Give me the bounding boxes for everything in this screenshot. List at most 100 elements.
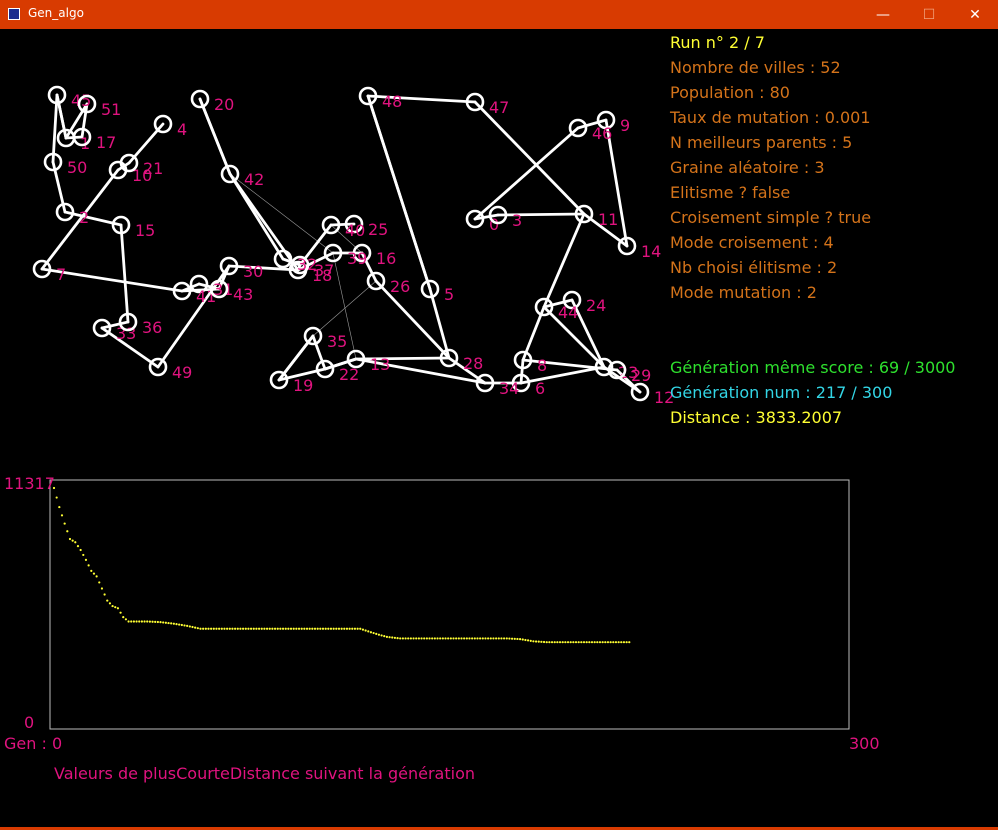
route-edge (63, 210, 123, 227)
chart-point (612, 641, 615, 644)
chart-point (199, 627, 202, 630)
city-label: 16 (376, 249, 396, 268)
chart-point (404, 637, 407, 640)
chart-point (585, 641, 588, 644)
chart-point (292, 627, 295, 630)
chart-point (321, 627, 325, 630)
city-node (119, 153, 139, 173)
city-label: 17 (96, 133, 116, 152)
city-node (148, 357, 168, 377)
chart-point (204, 627, 207, 630)
chart-point (210, 627, 213, 630)
city-label: 14 (641, 242, 661, 261)
route-edge (40, 168, 120, 271)
chart-point (503, 637, 506, 640)
city-node (189, 274, 209, 294)
city-label: 37 (314, 261, 334, 280)
city-node (32, 259, 52, 279)
city-label: 36 (142, 318, 162, 337)
chart-point (281, 627, 285, 630)
chart-point (510, 637, 514, 640)
param-best-parents: N meilleurs parents : 5 (670, 133, 853, 152)
route-edge-minor (332, 252, 357, 360)
city-label: 47 (489, 98, 509, 117)
route-edge (374, 279, 451, 360)
chart-point (407, 637, 410, 640)
chart-point (513, 637, 516, 640)
close-button[interactable]: ✕ (969, 6, 981, 23)
chart-point (180, 623, 183, 627)
chart-point (367, 630, 370, 633)
city-node (630, 382, 650, 402)
route-edge (473, 100, 586, 216)
chart-point (130, 620, 133, 623)
chart-point (468, 637, 471, 640)
chart-point (188, 625, 191, 628)
chart-point (151, 620, 154, 623)
chart-point (186, 624, 189, 627)
route-edge (570, 298, 606, 369)
city-node (153, 114, 173, 134)
chart-point (303, 627, 306, 630)
city-label: 51 (101, 100, 121, 119)
chart-point (375, 632, 378, 635)
minimize-button[interactable]: — (876, 6, 890, 23)
chart-point (518, 637, 522, 641)
city-label: 31 (213, 280, 233, 299)
chart-point (138, 620, 141, 623)
chart-point (55, 496, 58, 499)
chart-title: Valeurs de plusCourteDistance suivant la… (54, 764, 475, 783)
route-edge (51, 93, 59, 164)
param-simple-crossover: Croisement simple ? true (670, 208, 872, 227)
route-edge (64, 102, 89, 140)
city-label: 25 (368, 220, 388, 239)
chart-point (324, 627, 327, 630)
chart-point (172, 622, 175, 625)
chart-point (167, 621, 170, 625)
chart-point (436, 637, 439, 640)
chart-point (271, 627, 274, 630)
chart-point (183, 624, 186, 627)
chart-point (164, 621, 167, 624)
route-edge (519, 358, 525, 385)
chart-point (268, 627, 271, 630)
city-label: 42 (244, 170, 264, 189)
maximize-button[interactable]: ☐ (922, 6, 936, 23)
chart-point (345, 627, 349, 630)
chart-point (154, 620, 157, 623)
same-score-counter: Génération même score : 69 / 3000 (670, 358, 956, 377)
chart-point (82, 553, 85, 557)
chart-point (598, 641, 602, 644)
chart-point (487, 637, 490, 640)
app-icon (8, 8, 20, 20)
chart-point (127, 620, 130, 623)
chart-point (252, 627, 255, 630)
chart-point (223, 627, 226, 630)
chart-point (159, 621, 162, 624)
route-edge (360, 251, 378, 283)
city-label: 29 (631, 366, 651, 385)
chart-point (580, 641, 583, 644)
chart-point (308, 627, 311, 630)
chart-point (492, 637, 495, 640)
x-axis-label: Gen : 0 (4, 734, 62, 753)
chart-point (361, 628, 365, 631)
param-elitism: Elitisme ? false (670, 183, 791, 202)
city-node (344, 214, 364, 234)
chart-point (74, 541, 77, 544)
route-edge (354, 356, 451, 361)
chart-point (521, 638, 524, 641)
param-crossover-mode: Mode croisement : 4 (670, 233, 834, 252)
city-label: 4 (177, 120, 187, 139)
chart-point (119, 611, 122, 614)
city-label: 44 (558, 303, 578, 322)
param-seed: Graine aléatoire : 3 (670, 158, 825, 177)
chart-point (444, 637, 447, 640)
route-edge (100, 326, 160, 369)
chart-point (332, 627, 335, 630)
city-label: 28 (463, 354, 483, 373)
chart-point (364, 629, 367, 632)
city-label: 22 (339, 365, 359, 384)
